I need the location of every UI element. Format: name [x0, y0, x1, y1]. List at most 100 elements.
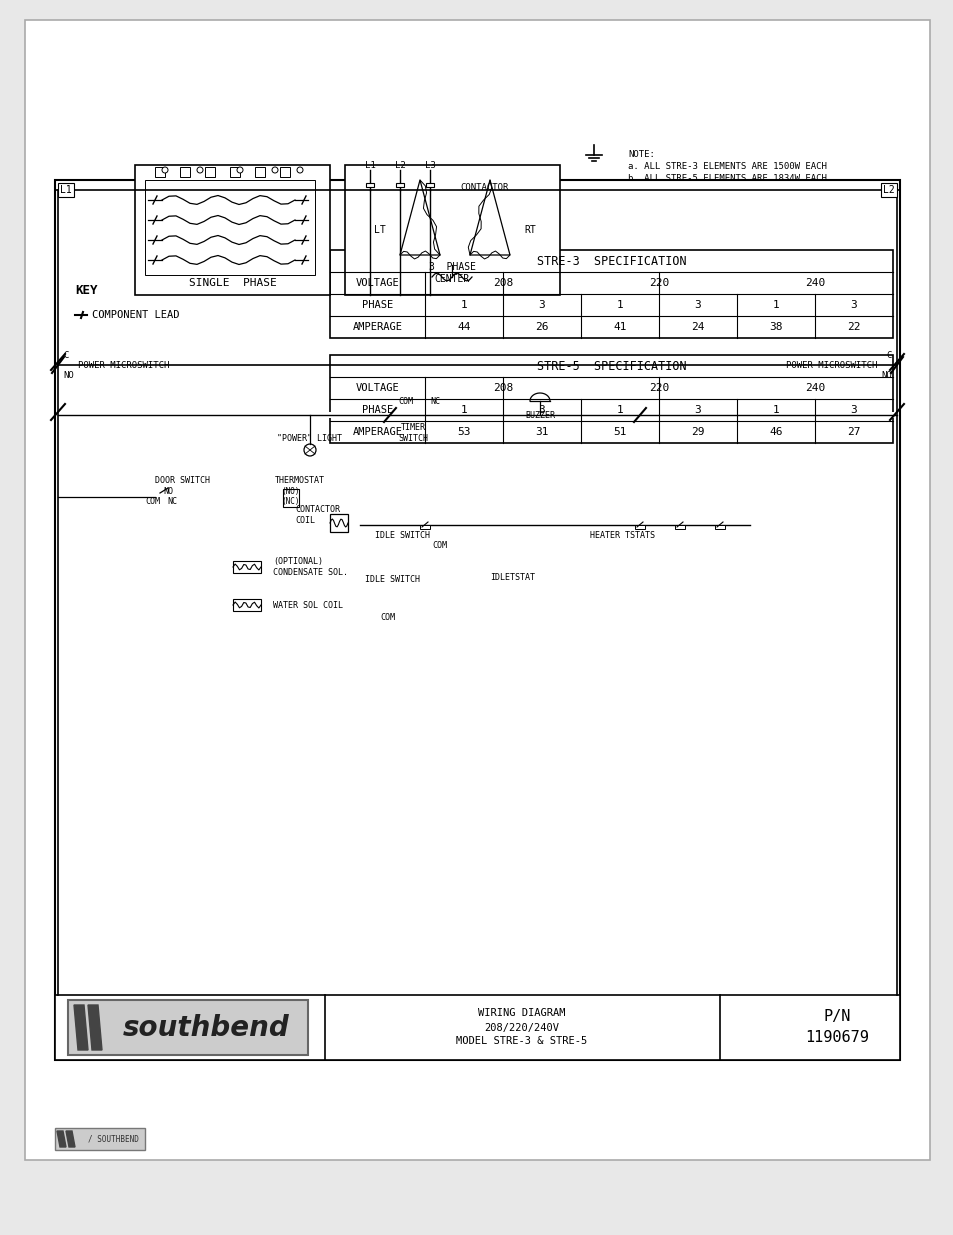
Bar — [205, 167, 214, 177]
Text: L1: L1 — [364, 161, 375, 169]
Polygon shape — [74, 1005, 88, 1050]
Text: (OPTIONAL)
CONDENSATE SOL.: (OPTIONAL) CONDENSATE SOL. — [273, 557, 348, 577]
Bar — [180, 167, 190, 177]
Text: PHASE: PHASE — [361, 405, 393, 415]
Text: (NO): (NO) — [281, 487, 300, 495]
Text: L3: L3 — [424, 161, 435, 169]
Text: (NC): (NC) — [281, 496, 300, 505]
Circle shape — [296, 167, 303, 173]
Text: COMPONENT LEAD: COMPONENT LEAD — [91, 310, 179, 320]
Text: 208: 208 — [493, 278, 513, 288]
Text: HEATER TSTATS: HEATER TSTATS — [589, 531, 655, 540]
Text: 53: 53 — [456, 427, 470, 437]
Bar — [330, 514, 348, 532]
Text: 44: 44 — [456, 322, 470, 332]
Text: 3: 3 — [694, 405, 700, 415]
Text: NO: NO — [163, 487, 172, 495]
Text: VOLTAGE: VOLTAGE — [355, 278, 399, 288]
Polygon shape — [88, 1005, 102, 1050]
Bar — [366, 183, 374, 186]
Circle shape — [196, 167, 203, 173]
Text: COM: COM — [380, 613, 395, 621]
Text: 24: 24 — [691, 322, 704, 332]
Text: P/N
1190679: P/N 1190679 — [804, 1009, 868, 1046]
Text: CONTACTOR
COIL: CONTACTOR COIL — [294, 505, 339, 525]
Circle shape — [304, 445, 315, 456]
Polygon shape — [57, 1131, 66, 1147]
Text: 240: 240 — [804, 278, 824, 288]
Bar — [233, 561, 261, 573]
Bar — [675, 525, 684, 529]
Text: WATER SOL COIL: WATER SOL COIL — [273, 600, 343, 610]
Text: 240: 240 — [804, 383, 824, 393]
Bar — [145, 180, 314, 275]
Text: 27: 27 — [846, 427, 860, 437]
Text: NOTE:
a. ALL STRE-3 ELEMENTS ARE 1500W EACH
b. ALL STRE-5 ELEMENTS ARE 1834W EAC: NOTE: a. ALL STRE-3 ELEMENTS ARE 1500W E… — [627, 149, 826, 183]
Text: BUZZER: BUZZER — [524, 411, 555, 420]
Text: THERMOSTAT: THERMOSTAT — [274, 475, 325, 484]
Text: COM: COM — [397, 396, 413, 405]
Text: 1: 1 — [772, 300, 779, 310]
Text: 3  PHASE
CENTER: 3 PHASE CENTER — [429, 262, 476, 284]
Text: IDLETSTAT: IDLETSTAT — [490, 573, 535, 582]
Text: DOOR SWITCH: DOOR SWITCH — [154, 475, 210, 484]
Text: 220: 220 — [648, 278, 668, 288]
Text: NC: NC — [167, 496, 177, 505]
Bar — [135, 165, 330, 295]
Bar — [154, 167, 165, 177]
Bar — [55, 180, 899, 1060]
Bar — [55, 1128, 145, 1150]
Text: POWER MICROSWITCH: POWER MICROSWITCH — [78, 361, 170, 369]
Text: TIMER
SWITCH: TIMER SWITCH — [397, 424, 428, 443]
Text: 208: 208 — [493, 383, 513, 393]
Text: 46: 46 — [768, 427, 781, 437]
Text: AMPERAGE: AMPERAGE — [352, 427, 402, 437]
Text: 38: 38 — [768, 322, 781, 332]
Circle shape — [236, 167, 243, 173]
Text: STRE-3  SPECIFICATION: STRE-3 SPECIFICATION — [537, 254, 685, 268]
Text: VOLTAGE: VOLTAGE — [355, 383, 399, 393]
Text: 26: 26 — [535, 322, 548, 332]
Text: AMPERAGE: AMPERAGE — [352, 322, 402, 332]
Bar — [280, 167, 290, 177]
Text: 1: 1 — [460, 300, 467, 310]
Text: L1: L1 — [60, 185, 71, 195]
Text: CONTACTOR: CONTACTOR — [459, 183, 508, 191]
Text: "POWER" LIGHT: "POWER" LIGHT — [277, 433, 342, 442]
Text: 3: 3 — [694, 300, 700, 310]
Text: NO: NO — [881, 370, 891, 379]
Text: 1: 1 — [460, 405, 467, 415]
Text: PHASE: PHASE — [361, 300, 393, 310]
Bar — [714, 525, 724, 529]
Bar — [635, 525, 644, 529]
Bar — [254, 167, 265, 177]
Bar — [395, 183, 403, 186]
Text: L2: L2 — [882, 185, 894, 195]
Text: SINGLE  PHASE: SINGLE PHASE — [189, 278, 276, 288]
Text: 3: 3 — [850, 300, 857, 310]
Text: IDLE SWITCH: IDLE SWITCH — [375, 531, 430, 540]
Text: 1: 1 — [772, 405, 779, 415]
Text: 31: 31 — [535, 427, 548, 437]
Circle shape — [162, 167, 168, 173]
Text: 29: 29 — [691, 427, 704, 437]
Bar — [330, 354, 892, 443]
Bar — [330, 249, 892, 338]
Bar — [61, 412, 893, 417]
Text: COM: COM — [432, 541, 447, 550]
Bar — [419, 525, 430, 529]
Text: 220: 220 — [648, 383, 668, 393]
Text: LT: LT — [374, 225, 385, 235]
Text: 51: 51 — [613, 427, 626, 437]
Polygon shape — [66, 1131, 75, 1147]
Circle shape — [272, 167, 277, 173]
Text: southbend: southbend — [123, 1014, 289, 1041]
Text: 22: 22 — [846, 322, 860, 332]
Text: 3: 3 — [538, 405, 545, 415]
Text: 1: 1 — [616, 405, 622, 415]
Bar — [230, 167, 240, 177]
Bar — [426, 183, 434, 186]
Text: KEY: KEY — [75, 284, 97, 296]
Text: 1: 1 — [616, 300, 622, 310]
Text: WIRING DIAGRAM
208/220/240V
MODEL STRE-3 & STRE-5: WIRING DIAGRAM 208/220/240V MODEL STRE-3… — [456, 1009, 587, 1046]
